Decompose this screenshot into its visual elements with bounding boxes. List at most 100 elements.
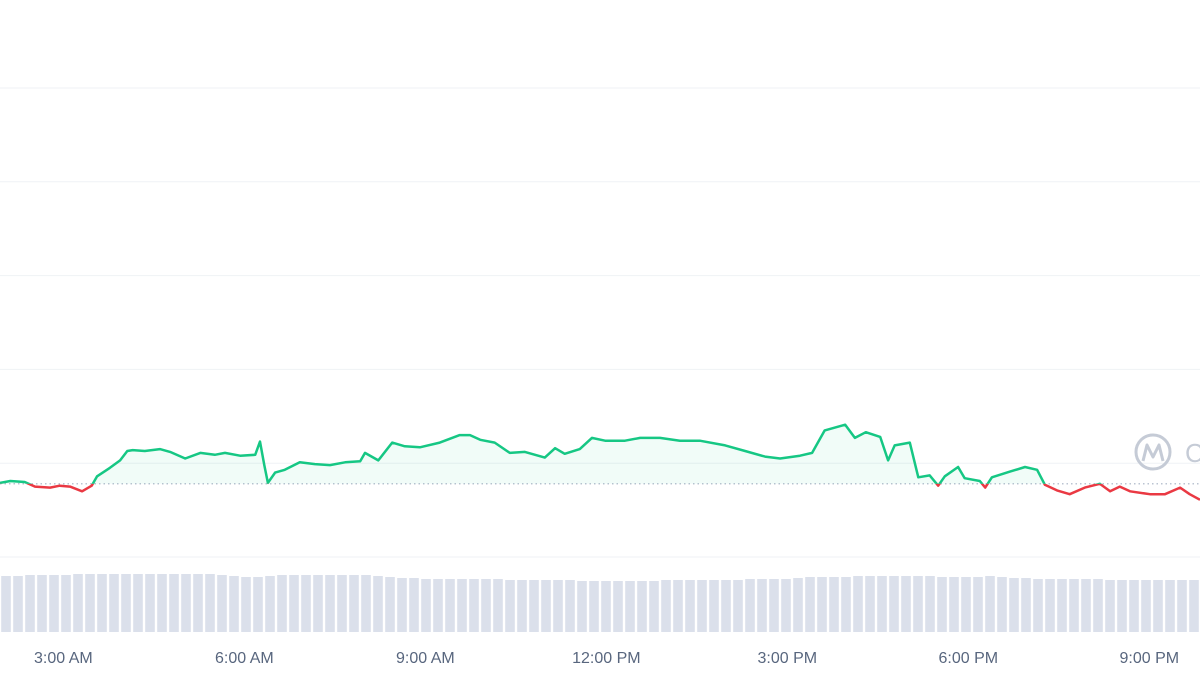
volume-bar <box>913 576 923 632</box>
volume-bar <box>661 580 671 632</box>
volume-bar <box>649 581 659 632</box>
volume-bar <box>1045 579 1055 632</box>
volume-bar <box>1021 578 1031 632</box>
volume-bar <box>985 576 995 632</box>
volume-bar <box>685 580 695 632</box>
volume-bar <box>1189 580 1199 632</box>
volume-bar <box>745 579 755 632</box>
volume-bar <box>565 580 575 632</box>
volume-bar <box>133 574 143 632</box>
volume-bar <box>517 580 527 632</box>
volume-bar <box>757 579 767 632</box>
volume-bar <box>1117 580 1127 632</box>
volume-bar <box>25 575 35 632</box>
volume-bar <box>949 577 959 632</box>
x-tick-label: 12:00 PM <box>572 650 640 667</box>
volume-bar <box>973 577 983 632</box>
volume-bars <box>1 574 1199 632</box>
volume-bar <box>421 579 431 632</box>
volume-bar <box>325 575 335 632</box>
volume-bar <box>433 579 443 632</box>
volume-bar <box>385 577 395 632</box>
volume-bar <box>673 580 683 632</box>
volume-bar <box>457 579 467 632</box>
volume-bar <box>805 577 815 632</box>
volume-bar <box>409 578 419 632</box>
volume-bar <box>793 578 803 632</box>
volume-bar <box>121 574 131 632</box>
volume-bar <box>613 581 623 632</box>
volume-bar <box>877 576 887 632</box>
volume-bar <box>1177 580 1187 632</box>
x-tick-label: 3:00 AM <box>34 650 93 667</box>
volume-bar <box>769 579 779 632</box>
volume-bar <box>373 576 383 632</box>
x-tick-label: 9:00 AM <box>396 650 455 667</box>
grid <box>0 87 1200 558</box>
volume-bar <box>73 574 83 632</box>
volume-bar <box>109 574 119 632</box>
volume-bar <box>781 579 791 632</box>
volume-bar <box>469 579 479 632</box>
volume-bar <box>481 579 491 632</box>
volume-bar <box>961 577 971 632</box>
x-tick-label: 9:00 PM <box>1120 650 1180 667</box>
volume-bar <box>1 576 11 632</box>
volume-bar <box>733 580 743 632</box>
volume-bar <box>601 581 611 632</box>
volume-bar <box>289 575 299 632</box>
watermark: CoinMarketCap <box>1185 438 1200 468</box>
volume-bar <box>145 574 155 632</box>
volume-bar <box>49 575 59 632</box>
volume-bar <box>553 580 563 632</box>
volume-bar <box>217 575 227 632</box>
volume-bar <box>721 580 731 632</box>
volume-bar <box>313 575 323 632</box>
volume-bar <box>397 578 407 632</box>
x-tick-label: 6:00 PM <box>939 650 999 667</box>
volume-bar <box>193 574 203 632</box>
volume-bar <box>997 577 1007 632</box>
volume-bar <box>301 575 311 632</box>
volume-bar <box>817 577 827 632</box>
volume-bar <box>709 580 719 632</box>
volume-bar <box>61 575 71 632</box>
volume-bar <box>697 580 707 632</box>
volume-bar <box>241 577 251 632</box>
volume-bar <box>853 576 863 632</box>
x-tick-label: 6:00 AM <box>215 650 274 667</box>
volume-bar <box>277 575 287 632</box>
volume-bar <box>337 575 347 632</box>
volume-bar <box>1057 579 1067 632</box>
volume-bar <box>1069 579 1079 632</box>
volume-bar <box>529 580 539 632</box>
volume-bar <box>637 581 647 632</box>
volume-bar <box>1105 580 1115 632</box>
volume-bar <box>205 574 215 632</box>
volume-bar <box>1165 580 1175 632</box>
watermark-logo <box>1134 433 1172 471</box>
volume-bar <box>37 575 47 632</box>
volume-bar <box>445 579 455 632</box>
price-area <box>0 424 1100 484</box>
volume-bar <box>505 580 515 632</box>
volume-bar <box>157 574 167 632</box>
volume-bar <box>829 577 839 632</box>
volume-bar <box>229 576 239 632</box>
volume-bar <box>901 576 911 632</box>
volume-bar <box>1033 579 1043 632</box>
volume-bar <box>1153 580 1163 632</box>
volume-bar <box>865 576 875 632</box>
price-line-up <box>0 423 1102 484</box>
volume-bar <box>169 574 179 632</box>
volume-bar <box>541 580 551 632</box>
volume-bar <box>925 576 935 632</box>
volume-bar <box>13 576 23 632</box>
volume-bar <box>493 579 503 632</box>
volume-bar <box>97 574 107 632</box>
volume-bar <box>577 581 587 632</box>
volume-bar <box>937 577 947 632</box>
volume-bar <box>1093 579 1103 632</box>
volume-bar <box>841 577 851 632</box>
